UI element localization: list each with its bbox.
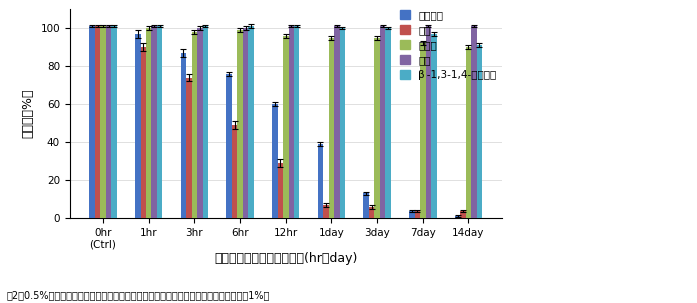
- Bar: [248, 26, 254, 218]
- Bar: [106, 26, 112, 218]
- Bar: [471, 26, 477, 218]
- Bar: [146, 28, 151, 218]
- Bar: [227, 74, 232, 218]
- Bar: [339, 28, 345, 218]
- Bar: [135, 34, 141, 218]
- Bar: [454, 216, 460, 218]
- Bar: [197, 28, 203, 218]
- Bar: [272, 104, 277, 218]
- Bar: [294, 26, 300, 218]
- Bar: [192, 32, 197, 218]
- Bar: [409, 211, 415, 218]
- Bar: [329, 38, 334, 218]
- Bar: [151, 26, 157, 218]
- Bar: [89, 26, 95, 218]
- Bar: [323, 205, 329, 218]
- Bar: [385, 28, 391, 218]
- Bar: [186, 78, 192, 218]
- Bar: [477, 45, 482, 218]
- Y-axis label: 回収率（%）: 回収率（%）: [22, 89, 35, 138]
- X-axis label: 水酸化カルシウム処理時間(hr・day): 水酸化カルシウム処理時間(hr・day): [214, 252, 358, 265]
- Bar: [426, 26, 431, 218]
- Bar: [420, 43, 426, 218]
- Bar: [277, 163, 283, 218]
- Bar: [369, 207, 374, 218]
- Bar: [380, 26, 385, 218]
- Bar: [232, 125, 238, 218]
- Bar: [95, 26, 100, 218]
- Bar: [243, 28, 248, 218]
- Bar: [141, 47, 146, 218]
- Bar: [283, 36, 289, 218]
- Bar: [112, 26, 117, 218]
- Bar: [415, 211, 420, 218]
- Bar: [363, 193, 369, 218]
- Bar: [334, 26, 339, 218]
- Bar: [374, 38, 380, 218]
- Text: 図2　0.5%水酸化カルシウム溶液中での室温保存時における各糖質の回収率変化（糖質1%）: 図2 0.5%水酸化カルシウム溶液中での室温保存時における各糖質の回収率変化（糖…: [7, 290, 270, 300]
- Bar: [466, 47, 471, 218]
- Bar: [181, 53, 186, 218]
- Bar: [157, 26, 162, 218]
- Bar: [100, 26, 106, 218]
- Bar: [431, 34, 436, 218]
- Legend: ブドウ糖, 果糖, ショ糖, 澱粉, β -1,3-1,4-グルカン: ブドウ糖, 果糖, ショ糖, 澱粉, β -1,3-1,4-グルカン: [399, 10, 497, 80]
- Bar: [289, 26, 294, 218]
- Bar: [460, 211, 466, 218]
- Bar: [318, 144, 323, 218]
- Bar: [238, 30, 243, 218]
- Bar: [203, 26, 208, 218]
